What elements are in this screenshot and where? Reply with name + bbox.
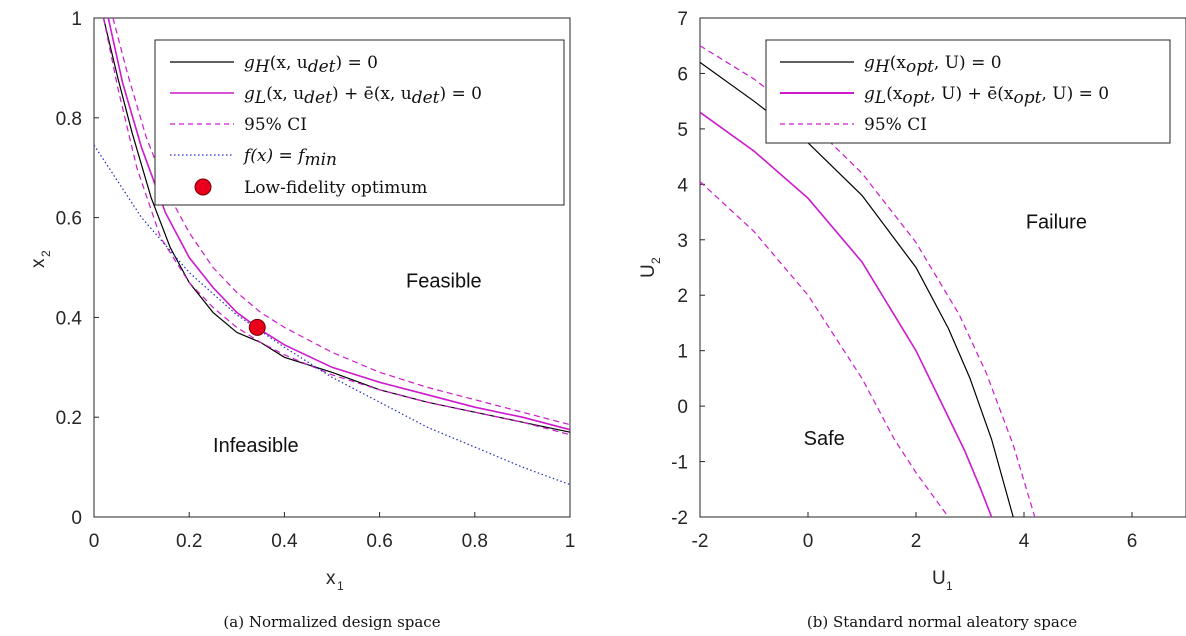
chart-b-ytick-label: 1 [677,342,688,363]
chart-b-annotation-safe: Safe [804,428,845,450]
chart-a-xlabel-sub: 1 [337,579,344,593]
chart-b-ytick-label: -2 [671,508,688,529]
chart-a-ticks: 0 0.2 0.4 0.6 0.8 1 0 0.2 0.4 0.6 0.8 1 [56,9,576,552]
chart-b-xtick-label: 6 [1127,531,1138,552]
legend-a-entry-2: gL(x, udet) + ē(x, udet) = 0 [244,84,482,108]
chart-b-ytick-label: 4 [677,175,688,196]
chart-a-ylabel-sub: 2 [39,250,53,257]
chart-a: 0 0.2 0.4 0.6 0.8 1 0 0.2 0.4 0.6 0.8 1 Feasible In… [28,9,575,631]
legend-b-entry-3: 95% CI [864,115,927,135]
chart-a-ytick-label: 1 [71,9,82,30]
chart-b-ytick-label: 6 [677,64,688,85]
chart-b-series-line [699,111,993,518]
chart-b-ylabel-sub: 2 [649,257,663,264]
chart-b-xtick-label: -2 [692,531,709,552]
chart-b-legend: gH(xopt, U) = 0 gL(xopt, U) + ē(xopt, U)… [765,39,1171,144]
legend-a-swatch-5 [194,178,212,196]
legend-b-entry-2: gL(xopt, U) + ē(xopt, U) = 0 [864,84,1109,108]
chart-b-xlabel: U [932,568,946,589]
chart-a-ylabel: x [28,258,49,268]
chart-b-xtick-label: 2 [911,531,922,552]
chart-b-ticks: -2 0 2 4 6 -2 -1 0 1 2 3 4 5 6 7 [671,9,1137,552]
chart-b-ytick-label: 7 [677,9,688,30]
chart-b-caption: (b) Standard normal aleatory space [807,613,1077,631]
chart-a-xtick-label: 0.4 [271,531,298,552]
chart-a-ytick-label: 0.2 [56,408,82,429]
chart-a-ytick-label: 0 [71,508,82,529]
legend-a-entry-1: gH(x, udet) = 0 [244,53,378,77]
chart-a-series-line [112,17,571,426]
chart-a-annotation-infeasible: Infeasible [213,435,299,457]
chart-a-caption: (a) Normalized design space [223,613,440,631]
chart-b-ytick-label: 3 [677,231,688,252]
chart-a-xtick-label: 0 [89,531,100,552]
chart-b-ylabel: U [638,264,659,278]
chart-a-series-line [102,17,571,436]
legend-a-entry-5: Low-fidelity optimum [244,178,427,198]
chart-a-xtick-label: 0.6 [366,531,392,552]
chart-a-annotation-feasible: Feasible [406,270,482,292]
legend-a-entry-4: f(x) = fmin [242,146,337,170]
chart-a-series [93,17,571,486]
chart-a-xtick-label: 0.2 [176,531,202,552]
chart-a-ytick-label: 0.4 [56,308,83,329]
chart-b-ytick-label: 0 [677,397,688,418]
chart-b-ytick-label: 2 [677,286,688,307]
legend-a-entry-3: 95% CI [244,115,307,135]
chart-b-xlabel-sub: 1 [946,579,953,593]
chart-b-legend-box [765,39,1171,144]
chart-a-legend-box [154,39,565,206]
chart-a-series-line [93,144,571,486]
chart-a-xlabel: x [326,568,336,589]
chart-b-ytick-label: 5 [677,120,688,141]
chart-b-series-line [699,181,949,518]
legend-b-entry-1: gH(xopt, U) = 0 [864,53,1002,77]
chart-a-xtick-label: 0.8 [462,531,488,552]
chart-b-annotation-failure: Failure [1026,212,1087,234]
chart-a-legend: gH(x, udet) = 0 gL(x, udet) + ē(x, udet)… [154,39,565,206]
chart-b-series-line [699,45,1036,518]
chart-a-xtick-label: 1 [565,531,576,552]
chart-b-xtick-label: 4 [1019,531,1030,552]
chart-a-series-line [102,17,571,433]
chart-b-ytick-label: -1 [671,453,688,474]
chart-b-xtick-label: 0 [803,531,814,552]
chart-a-marker-optimum [248,318,266,336]
chart-a-ytick-label: 0.6 [56,209,82,230]
chart-a-ytick-label: 0.8 [56,109,82,130]
